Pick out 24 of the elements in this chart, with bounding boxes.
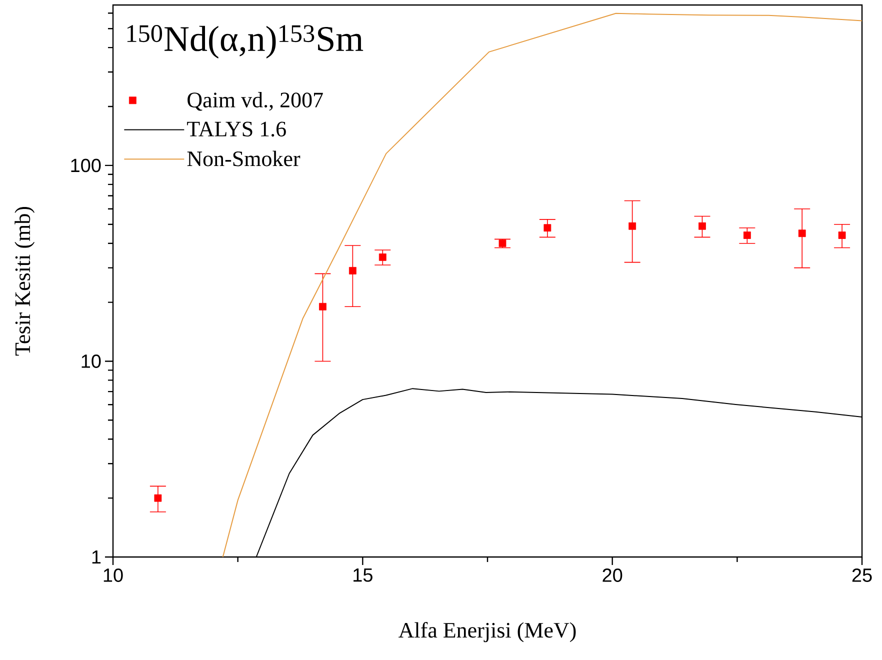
point (498, 240, 506, 248)
text: $^{150}$Nd(α,n)$^{153}$Sm (127, 25, 364, 58)
legend-label: Non-Smoker (187, 150, 300, 166)
point (544, 224, 552, 232)
point (698, 222, 706, 230)
x-tick-label: 20 (602, 568, 622, 582)
legend-label: Qaim vd., 2007 (188, 92, 323, 111)
point (348, 266, 356, 274)
legend-label: TALYS 1.6 (187, 122, 286, 137)
y-axis-title: Tesir Kesiti (mb) (14, 206, 35, 356)
x-axis-title: Alfa Enerjisi (MeV) (398, 622, 576, 642)
point (743, 232, 751, 239)
point (838, 232, 846, 239)
x-tick-label: 10 (104, 568, 123, 582)
y-tick-label: 100 (71, 158, 101, 172)
y-tick-label: 10 (82, 354, 101, 368)
y-tick-label: 1 (92, 550, 101, 564)
point (628, 222, 636, 230)
point (154, 494, 162, 502)
point (378, 253, 386, 261)
x-tick-label: 15 (354, 568, 372, 582)
x-tick-label: 25 (852, 568, 872, 582)
point (798, 230, 806, 238)
point (319, 302, 326, 310)
